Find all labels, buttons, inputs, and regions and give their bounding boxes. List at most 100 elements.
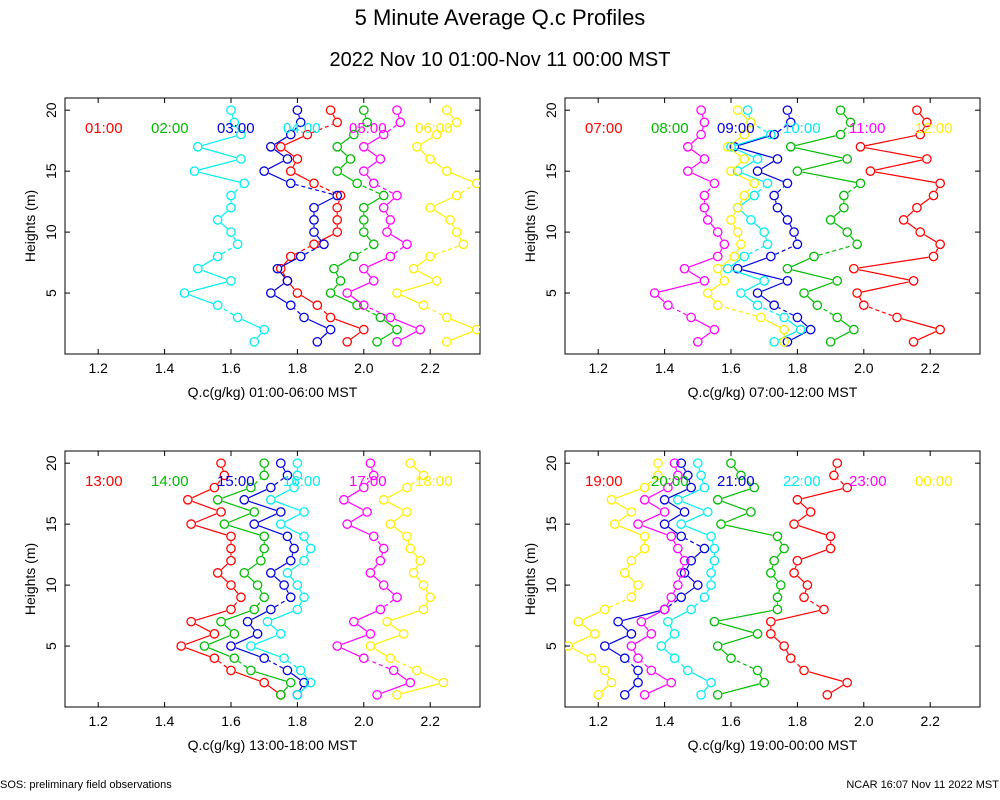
series-segment: [733, 466, 739, 472]
series-segment: [761, 282, 784, 292]
data-point: [673, 470, 683, 481]
series-segment: [397, 672, 407, 681]
data-point: [805, 324, 816, 335]
data-point: [246, 482, 256, 493]
series-segment: [572, 635, 591, 645]
series-segment: [274, 599, 287, 608]
x-tick-label: 2.0: [854, 713, 874, 729]
data-point: [239, 178, 250, 189]
series-segment: [368, 659, 390, 670]
series-segment: [299, 601, 303, 606]
series-segment: [720, 648, 728, 656]
data-point: [692, 580, 703, 590]
series-segment: [687, 575, 695, 583]
y-tick-label: 10: [543, 224, 559, 240]
data-point: [392, 324, 402, 335]
data-point: [626, 555, 637, 566]
series-segment: [688, 270, 701, 279]
legend-entry: 02:00: [151, 120, 189, 137]
data-point: [639, 689, 650, 700]
series-segment: [701, 332, 711, 340]
series-segment: [284, 525, 300, 535]
series-segment: [802, 488, 843, 500]
series-segment: [703, 686, 709, 692]
data-point: [686, 604, 697, 615]
series-segment: [742, 172, 764, 183]
series-12:00: [702, 105, 789, 347]
y-tick-label: 10: [43, 224, 59, 240]
series-segment: [232, 236, 236, 241]
data-point: [186, 616, 197, 627]
series-segment: [837, 478, 844, 485]
series-segment: [357, 246, 370, 255]
series-segment: [221, 307, 234, 316]
series-segment: [710, 296, 716, 302]
legend-entry: 17:00: [349, 473, 387, 490]
data-point: [626, 507, 637, 517]
data-point: [299, 592, 309, 603]
data-point: [199, 641, 210, 651]
data-point: [679, 555, 690, 566]
data-point: [332, 190, 343, 201]
series-04:00: [179, 105, 270, 347]
series-segment: [337, 200, 340, 204]
chart-title: 5 Minute Average Q.c Profiles: [355, 5, 646, 30]
series-segment: [795, 135, 836, 147]
legend-entry: 22:00: [783, 473, 821, 490]
series-segment: [722, 488, 750, 499]
series-segment: [628, 575, 635, 583]
x-tick-label: 1.8: [288, 713, 308, 729]
series-segment: [287, 660, 298, 668]
data-point: [676, 531, 687, 542]
data-point: [739, 251, 750, 262]
data-point: [385, 312, 396, 323]
series-segment: [333, 284, 338, 290]
series-segment: [283, 259, 289, 266]
data-point: [935, 178, 946, 189]
data-point: [712, 689, 723, 700]
x-tick-label: 1.6: [721, 360, 741, 376]
series-segment: [410, 477, 420, 486]
data-point: [812, 300, 823, 311]
data-point: [825, 531, 836, 542]
series-segment: [635, 635, 648, 644]
series-segment: [357, 624, 367, 632]
series-segment: [280, 272, 285, 278]
series-segment: [208, 647, 230, 657]
data-point: [772, 531, 783, 542]
series-segment: [390, 234, 404, 243]
series-segment: [300, 685, 308, 692]
legend-entry: 05:00: [349, 120, 387, 137]
data-point: [666, 592, 677, 603]
data-point: [216, 458, 226, 469]
series-segment: [427, 307, 443, 316]
series-segment: [594, 661, 602, 668]
x-tick-label: 1.4: [155, 360, 175, 376]
data-point: [729, 251, 740, 262]
data-point: [226, 604, 236, 615]
data-point: [309, 202, 319, 213]
series-segment: [731, 137, 741, 145]
series-segment: [284, 149, 294, 157]
series-segment: [682, 501, 704, 511]
data-point: [441, 336, 452, 347]
series-segment: [764, 236, 767, 240]
series-segment: [434, 197, 453, 207]
data-point: [229, 629, 240, 639]
series-segment: [664, 636, 672, 644]
series-segment: [785, 650, 789, 655]
series-01:00: [275, 105, 369, 347]
series-segment: [250, 625, 255, 631]
series-segment: [384, 599, 394, 608]
series-segment: [731, 149, 741, 157]
data-point: [358, 202, 369, 213]
data-point: [898, 215, 909, 225]
x-tick-label: 1.4: [655, 713, 675, 729]
data-point: [252, 629, 263, 639]
data-point: [332, 202, 343, 213]
series-21:00: [599, 458, 710, 700]
series-segment: [394, 514, 404, 522]
x-tick-label: 1.8: [788, 360, 808, 376]
data-point: [765, 629, 776, 639]
x-tick-label: 1.4: [155, 713, 175, 729]
